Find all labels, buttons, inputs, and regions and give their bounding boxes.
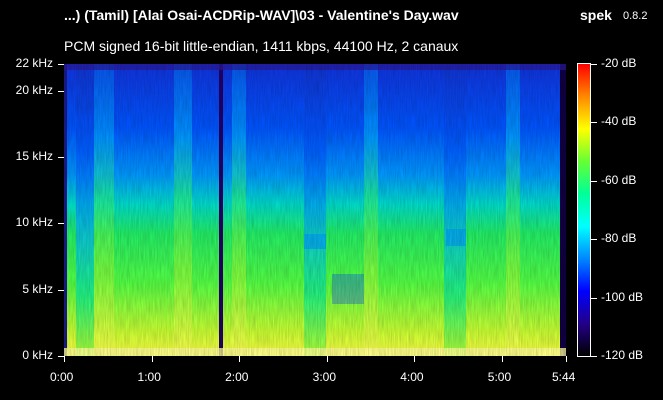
level-tick-label: -40 dB	[601, 114, 637, 129]
level-tick-label: -20 dB	[601, 56, 637, 70]
frequency-tick-mark	[58, 356, 64, 357]
time-tick-mark	[327, 356, 328, 362]
spectrogram	[64, 64, 566, 356]
frequency-tick-label: 10 kHz	[15, 215, 53, 230]
time-tick-mark	[414, 356, 415, 362]
level-tick-mark	[591, 239, 597, 240]
time-tick-mark	[502, 356, 503, 362]
level-tick-mark	[591, 122, 597, 123]
time-tick-label: 1:00	[137, 370, 161, 384]
frequency-tick-label: 5 kHz	[22, 281, 53, 296]
level-colorbar	[578, 64, 591, 356]
time-tick-label: 2:00	[225, 370, 249, 384]
time-tick-label: 5:00	[487, 370, 512, 384]
time-tick-mark	[64, 356, 65, 362]
frequency-tick-label: 22 kHz	[15, 56, 53, 70]
audio-info: PCM signed 16-bit little-endian, 1411 kb…	[64, 38, 459, 54]
time-tick-mark	[152, 356, 153, 362]
frequency-tick-label: 20 kHz	[15, 82, 53, 97]
frequency-tick-label: 0 kHz	[22, 348, 53, 362]
level-tick-mark	[591, 298, 597, 299]
time-tick-mark	[239, 356, 240, 362]
frequency-tick-mark	[58, 290, 64, 291]
time-tick-label: 0:00	[50, 370, 74, 384]
spectrogram-noise	[64, 64, 566, 356]
time-tick-mark	[566, 356, 567, 362]
level-tick-mark	[591, 356, 597, 357]
frequency-tick-label: 15 kHz	[15, 148, 53, 163]
level-tick-mark	[591, 64, 597, 65]
level-tick-label: -120 dB	[601, 348, 644, 362]
frequency-tick-mark	[58, 64, 64, 65]
time-tick-label: 3:00	[312, 370, 337, 384]
frequency-tick-mark	[58, 91, 64, 92]
frequency-tick-mark	[58, 223, 64, 224]
level-tick-mark	[591, 181, 597, 182]
level-tick-label: -100 dB	[601, 289, 644, 304]
file-title: ...) (Tamil) [Alai Osai-ACDRip-WAV]\03 -…	[64, 7, 459, 23]
level-tick-label: -80 dB	[601, 231, 637, 246]
frequency-tick-mark	[58, 157, 64, 158]
app-version: 0.8.2	[623, 10, 648, 22]
level-tick-label: -60 dB	[601, 172, 637, 187]
app-name: spek	[580, 7, 612, 23]
time-tick-label: 4:00	[400, 370, 424, 384]
spectrogram-image	[64, 64, 566, 356]
time-tick-label: 5:44	[552, 370, 576, 384]
